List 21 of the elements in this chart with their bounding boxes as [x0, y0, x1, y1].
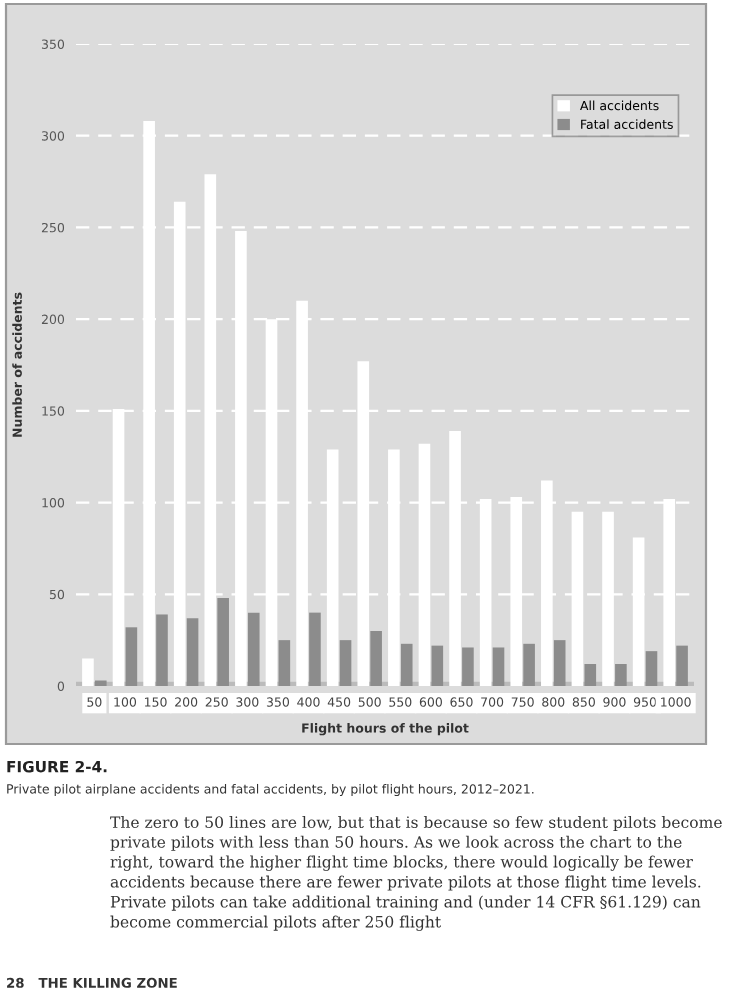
bar — [370, 630, 382, 686]
bar — [584, 663, 597, 686]
bar — [156, 614, 168, 686]
bar — [553, 640, 566, 686]
bar — [82, 658, 94, 686]
bar — [278, 640, 291, 686]
bar — [492, 647, 505, 686]
bar — [125, 627, 138, 686]
bar — [94, 680, 107, 686]
bar — [217, 597, 229, 686]
bar — [400, 643, 413, 686]
bar — [339, 640, 352, 686]
bar — [523, 643, 535, 686]
bar — [615, 663, 627, 686]
bar — [309, 612, 321, 686]
bar — [462, 647, 474, 686]
bar — [676, 645, 688, 686]
bar — [431, 645, 444, 686]
bar — [645, 651, 658, 686]
bar — [247, 612, 260, 686]
bar — [186, 618, 199, 686]
